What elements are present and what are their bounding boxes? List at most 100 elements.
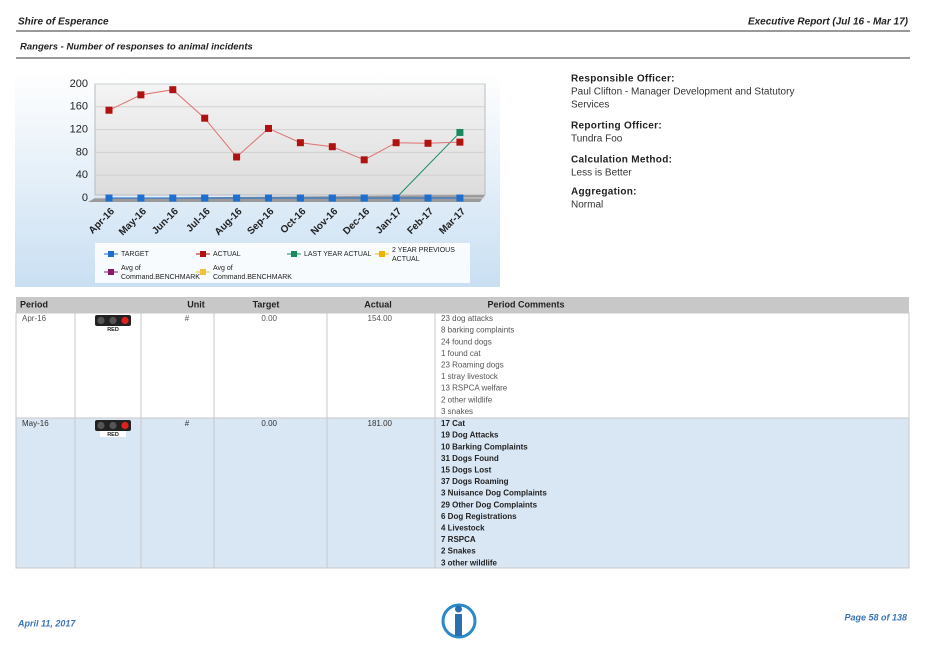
light bbox=[121, 316, 129, 325]
plot-area bbox=[94, 83, 486, 196]
legend-swatch bbox=[379, 251, 385, 257]
point bbox=[201, 114, 209, 122]
info-label: Reporting Officer: bbox=[571, 121, 662, 132]
point bbox=[137, 194, 145, 202]
point bbox=[296, 194, 304, 202]
unit: # bbox=[185, 419, 190, 428]
point bbox=[392, 194, 400, 202]
y-tick-label: 40 bbox=[76, 169, 88, 181]
logo-dot bbox=[455, 605, 462, 613]
status-bg bbox=[100, 431, 126, 437]
y-tick-label: 160 bbox=[70, 101, 88, 113]
comment: 37 Dogs Roaming bbox=[441, 477, 509, 486]
legend-label: LAST YEAR ACTUAL bbox=[304, 251, 372, 258]
footer-page: Page 58 of 138 bbox=[844, 612, 907, 622]
comment: 6 Dog Registrations bbox=[441, 512, 517, 521]
comment: 13 RSPCA welfare bbox=[441, 384, 508, 393]
point bbox=[105, 106, 113, 114]
info-value: Less is Better bbox=[571, 168, 632, 179]
column-header: Period bbox=[20, 299, 48, 309]
y-tick-label: 80 bbox=[76, 146, 88, 158]
info-label: Calculation Method: bbox=[571, 155, 672, 166]
actual: 181.00 bbox=[368, 419, 393, 428]
point bbox=[169, 86, 177, 94]
comment: 7 RSPCA bbox=[441, 535, 476, 544]
target: 0.00 bbox=[261, 419, 277, 428]
legend-swatch bbox=[291, 251, 297, 257]
period: May-16 bbox=[22, 419, 49, 428]
legend-label: ACTUAL bbox=[213, 251, 241, 258]
info-value: Services bbox=[571, 100, 609, 111]
report-name: Executive Report (Jul 16 - Mar 17) bbox=[748, 17, 909, 28]
info-label: Responsible Officer: bbox=[571, 74, 675, 85]
actual: 154.00 bbox=[368, 314, 393, 323]
info-value: Normal bbox=[571, 200, 603, 211]
point bbox=[265, 194, 272, 202]
light bbox=[97, 316, 105, 325]
point bbox=[265, 124, 272, 132]
column-header: Target bbox=[253, 299, 280, 309]
legend-label: Avg of Command.BENCHMARK bbox=[213, 265, 292, 281]
point bbox=[328, 143, 336, 151]
comment: 17 Cat bbox=[441, 419, 465, 428]
comment: 3 other wildlife bbox=[441, 558, 498, 567]
y-tick-label: 0 bbox=[82, 192, 88, 204]
legend-swatch bbox=[200, 251, 206, 257]
org-name: Shire of Esperance bbox=[18, 17, 109, 28]
point bbox=[424, 194, 432, 202]
comment: 8 barking complaints bbox=[441, 326, 514, 335]
comment: 3 snakes bbox=[441, 407, 473, 416]
point bbox=[201, 194, 209, 202]
point bbox=[233, 194, 241, 202]
comment: 23 dog attacks bbox=[441, 314, 493, 323]
light bbox=[109, 316, 117, 325]
comment: 2 Snakes bbox=[441, 547, 476, 556]
legend-label: Avg of Command.BENCHMARK bbox=[121, 265, 200, 281]
table-header bbox=[16, 297, 909, 313]
point bbox=[169, 194, 177, 202]
y-tick-label: 120 bbox=[70, 124, 88, 136]
point bbox=[456, 128, 464, 136]
light bbox=[97, 421, 105, 430]
period: Apr-16 bbox=[22, 314, 47, 323]
column-header: Period Comments bbox=[487, 299, 564, 309]
table-row bbox=[15, 417, 910, 569]
comment: 1 found cat bbox=[441, 349, 481, 358]
unit: # bbox=[185, 314, 190, 323]
legend-label: 2 YEAR PREVIOUS ACTUAL bbox=[392, 247, 455, 263]
comment: 19 Dog Attacks bbox=[441, 431, 499, 440]
comment: 31 Dogs Found bbox=[441, 454, 499, 463]
point bbox=[456, 194, 464, 202]
comment: 10 Barking Complaints bbox=[441, 442, 528, 451]
point bbox=[456, 138, 464, 146]
comment: 3 Nuisance Dog Complaints bbox=[441, 489, 547, 498]
table-row bbox=[15, 312, 910, 419]
light bbox=[121, 421, 129, 430]
legend-swatch bbox=[200, 269, 206, 275]
legend-swatch bbox=[108, 269, 114, 275]
point bbox=[328, 194, 336, 202]
comment: 2 other wildlife bbox=[441, 395, 493, 404]
status: RED bbox=[107, 327, 119, 333]
point bbox=[392, 139, 400, 147]
column-header: Actual bbox=[364, 299, 392, 309]
target: 0.00 bbox=[261, 314, 277, 323]
point bbox=[137, 91, 145, 99]
point bbox=[360, 194, 368, 202]
comment: 23 Roaming dogs bbox=[441, 361, 504, 370]
legend-box bbox=[95, 243, 470, 283]
comment: 1 stray livestock bbox=[441, 372, 499, 381]
point bbox=[233, 153, 241, 161]
comment: 24 found dogs bbox=[441, 337, 492, 346]
comment: 15 Dogs Lost bbox=[441, 466, 492, 475]
info-value: Paul Clifton - Manager Development and S… bbox=[571, 87, 794, 98]
point bbox=[296, 139, 304, 147]
point bbox=[360, 156, 368, 164]
footer-date: April 11, 2017 bbox=[17, 618, 76, 628]
comment: 4 Livestock bbox=[441, 524, 485, 533]
status: RED bbox=[107, 432, 119, 438]
series-line bbox=[108, 89, 460, 161]
comment: 29 Other Dog Complaints bbox=[441, 500, 538, 509]
legend-swatch bbox=[108, 251, 114, 257]
